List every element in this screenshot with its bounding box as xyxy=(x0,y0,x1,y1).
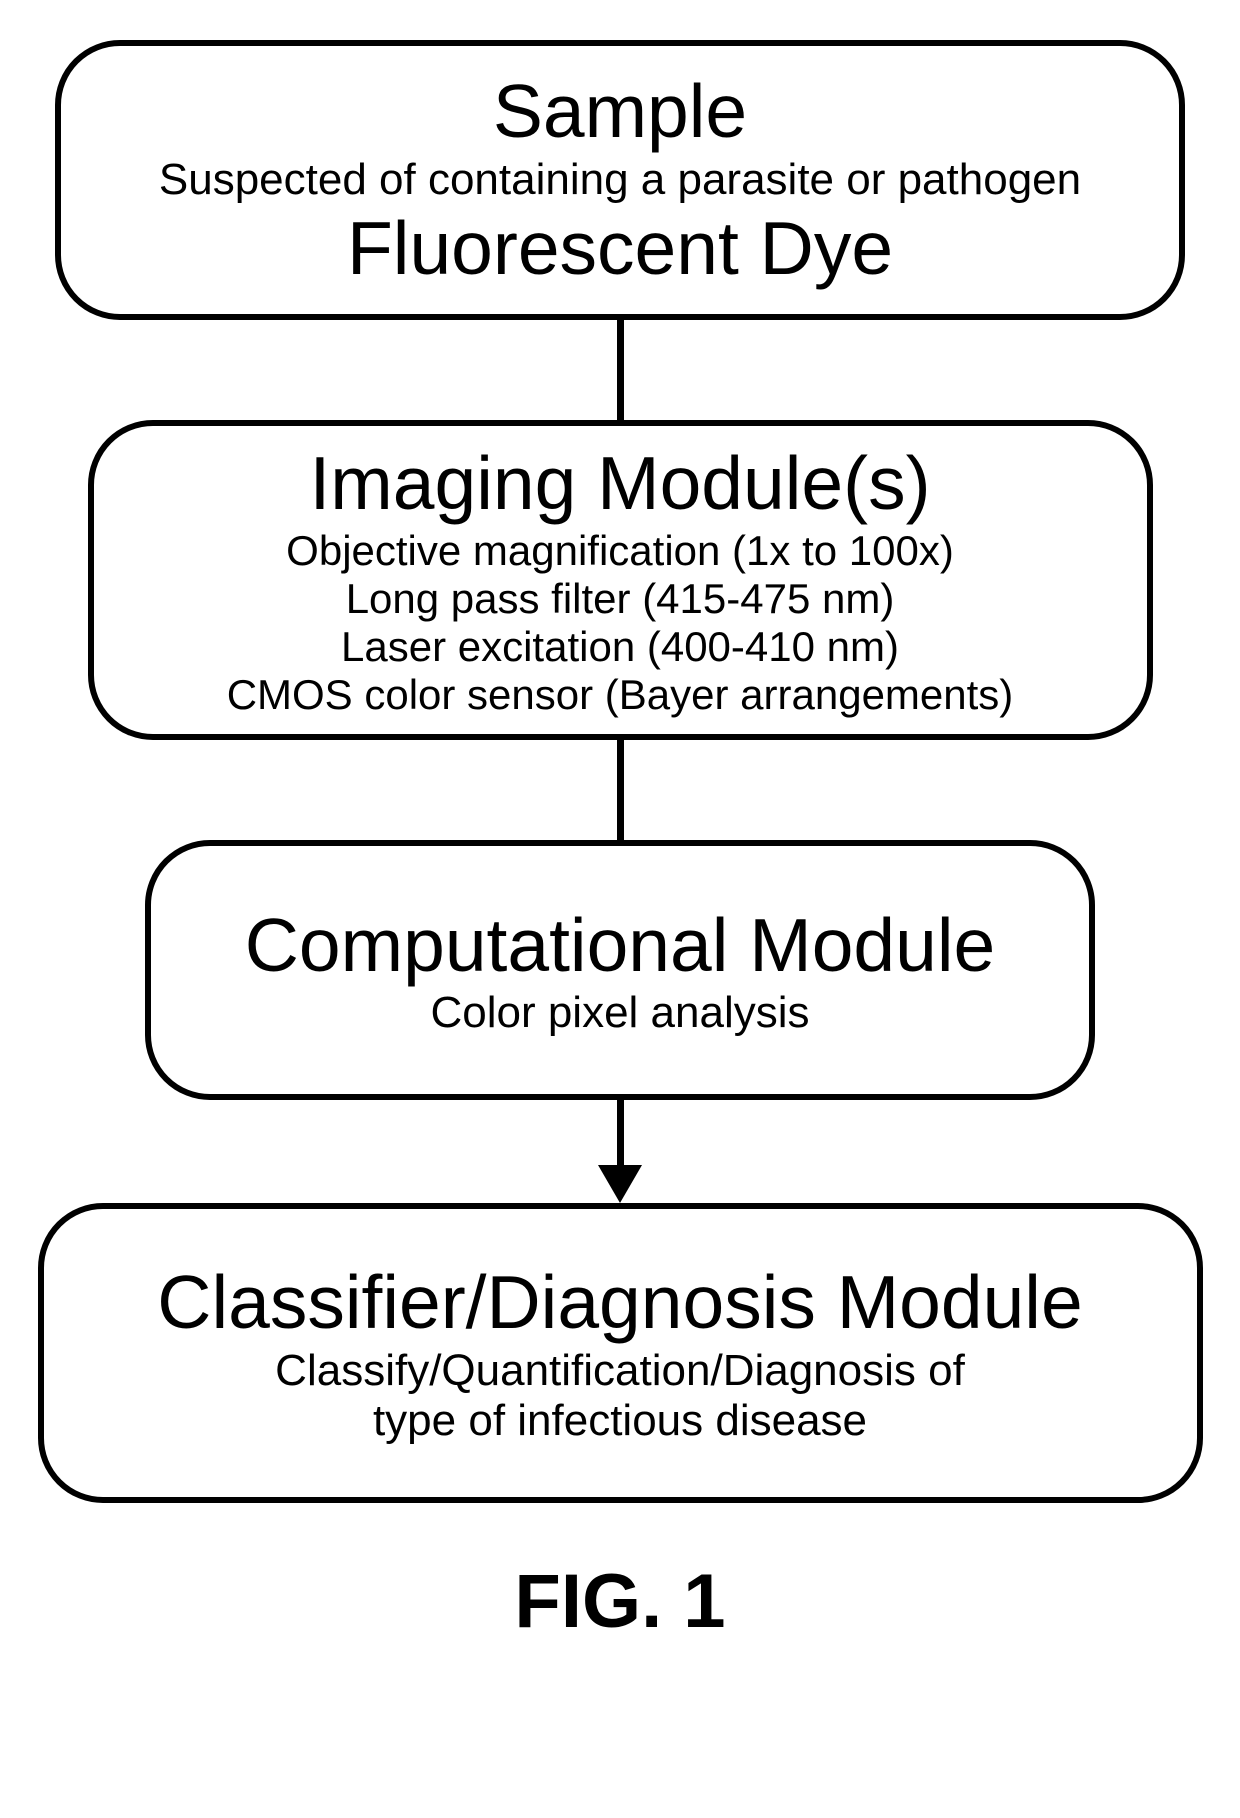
imaging-detail-0: Objective magnification (1x to 100x) xyxy=(286,527,954,575)
sample-title-2: Fluorescent Dye xyxy=(347,205,893,291)
connector-3 xyxy=(598,1100,642,1203)
computational-title: Computational Module xyxy=(245,902,995,988)
connector-1 xyxy=(617,320,624,420)
imaging-detail-2: Laser excitation (400-410 nm) xyxy=(341,623,899,671)
sample-subtitle: Suspected of containing a parasite or pa… xyxy=(159,155,1081,206)
sample-box: Sample Suspected of containing a parasit… xyxy=(55,40,1185,320)
imaging-title: Imaging Module(s) xyxy=(309,440,930,526)
computational-box: Computational Module Color pixel analysi… xyxy=(145,840,1095,1100)
imaging-box: Imaging Module(s) Objective magnificatio… xyxy=(88,420,1153,740)
imaging-detail-3: CMOS color sensor (Bayer arrangements) xyxy=(227,671,1014,719)
sample-title-1: Sample xyxy=(493,68,747,154)
classifier-detail-2: type of infectious disease xyxy=(373,1396,867,1447)
computational-subtitle: Color pixel analysis xyxy=(430,988,809,1039)
imaging-detail-1: Long pass filter (415-475 nm) xyxy=(346,575,895,623)
classifier-title: Classifier/Diagnosis Module xyxy=(157,1259,1082,1345)
flowchart-container: Sample Suspected of containing a parasit… xyxy=(38,40,1203,1503)
classifier-box: Classifier/Diagnosis Module Classify/Qua… xyxy=(38,1203,1203,1503)
connector-2 xyxy=(617,740,624,840)
classifier-detail-1: Classify/Quantification/Diagnosis of xyxy=(275,1346,965,1397)
connector-3-line xyxy=(617,1100,624,1165)
arrow-head-icon xyxy=(598,1165,642,1203)
figure-label: FIG. 1 xyxy=(514,1558,725,1645)
